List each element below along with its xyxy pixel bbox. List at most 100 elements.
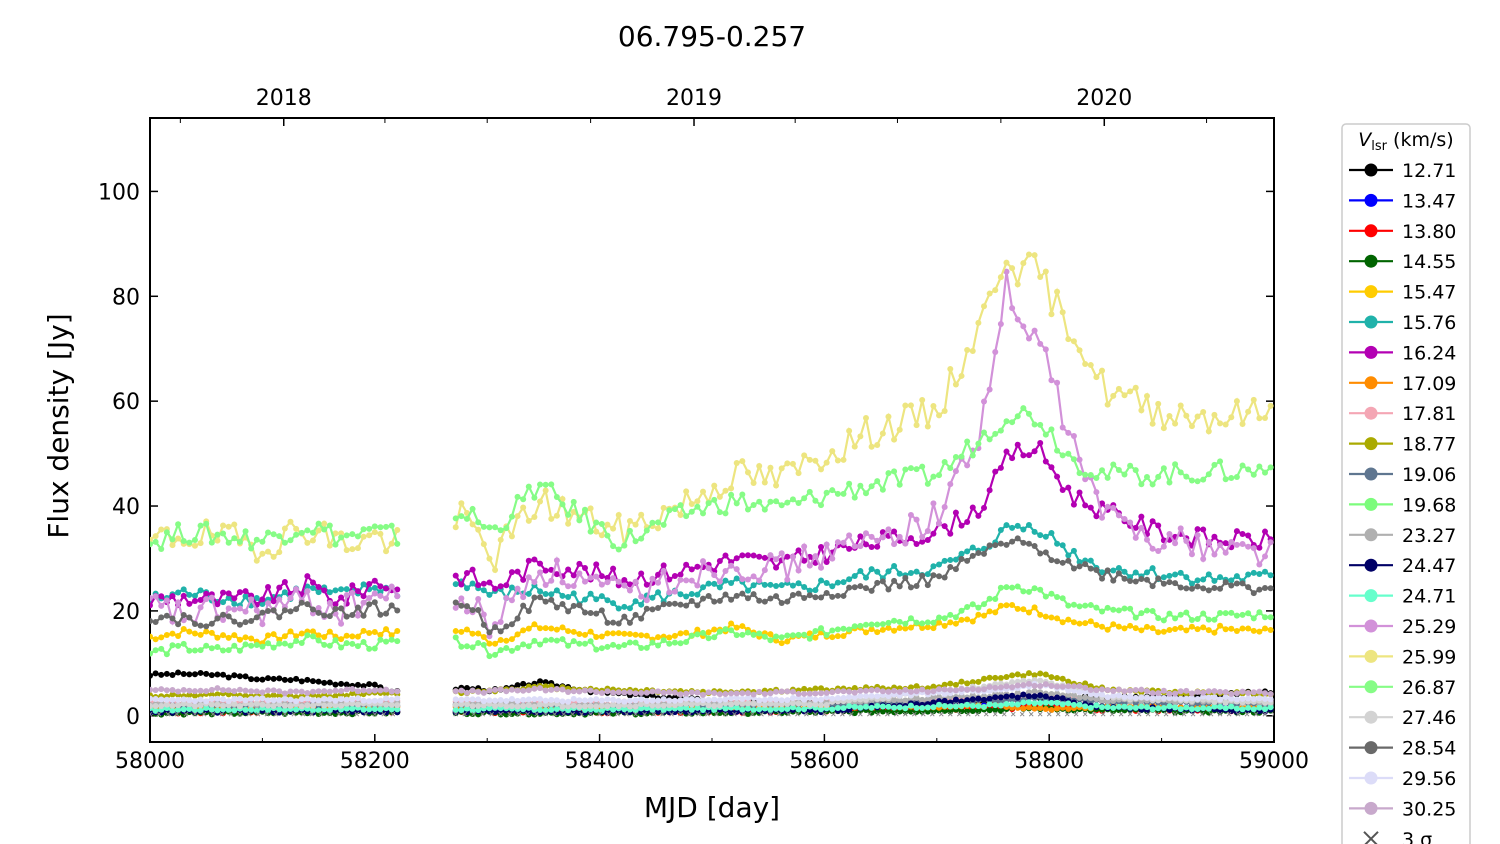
data-point bbox=[1020, 526, 1027, 533]
data-point bbox=[371, 687, 378, 694]
data-point bbox=[722, 568, 729, 575]
data-point bbox=[1070, 565, 1077, 572]
data-point bbox=[660, 521, 667, 528]
data-point bbox=[1217, 585, 1224, 592]
data-point bbox=[203, 520, 210, 527]
data-point bbox=[463, 696, 470, 703]
data-point bbox=[343, 705, 350, 712]
data-point bbox=[186, 628, 193, 635]
data-point bbox=[1256, 628, 1263, 635]
data-point bbox=[486, 640, 493, 647]
data-point bbox=[581, 596, 588, 603]
data-point bbox=[829, 706, 836, 713]
data-point bbox=[981, 703, 988, 710]
data-point bbox=[671, 702, 678, 709]
data-point bbox=[638, 511, 645, 518]
data-point bbox=[694, 498, 701, 505]
data-point bbox=[309, 529, 316, 536]
data-point bbox=[862, 687, 869, 694]
data-point bbox=[801, 706, 808, 713]
data-point bbox=[1054, 615, 1061, 622]
data-point bbox=[801, 583, 808, 590]
data-point bbox=[728, 709, 735, 716]
data-point bbox=[846, 480, 853, 487]
data-point bbox=[1262, 690, 1269, 697]
data-point bbox=[486, 555, 493, 562]
data-point bbox=[1059, 619, 1066, 626]
data-point bbox=[542, 637, 549, 644]
data-point bbox=[677, 502, 684, 509]
data-point bbox=[231, 672, 238, 679]
data-point bbox=[683, 488, 690, 495]
data-point bbox=[377, 631, 384, 638]
data-point bbox=[767, 595, 774, 602]
data-point bbox=[276, 701, 283, 708]
data-point bbox=[1003, 448, 1010, 455]
data-point bbox=[242, 593, 249, 600]
data-point bbox=[1166, 413, 1173, 420]
data-point bbox=[1217, 610, 1224, 617]
data-point bbox=[952, 468, 959, 475]
data-point bbox=[169, 707, 176, 714]
data-point bbox=[1177, 584, 1184, 591]
data-point bbox=[1048, 311, 1055, 318]
data-point bbox=[458, 701, 465, 708]
data-point bbox=[907, 584, 914, 591]
data-point bbox=[1245, 543, 1252, 550]
data-point bbox=[1003, 683, 1010, 690]
data-point bbox=[1166, 479, 1173, 486]
data-point bbox=[253, 707, 260, 714]
data-point bbox=[598, 607, 605, 614]
data-point bbox=[964, 680, 971, 687]
data-point bbox=[1233, 541, 1240, 548]
data-point bbox=[1093, 489, 1100, 496]
data-point bbox=[986, 707, 993, 714]
data-point bbox=[394, 593, 401, 600]
data-point bbox=[259, 621, 266, 628]
data-point bbox=[1070, 691, 1077, 698]
legend-swatch-marker bbox=[1364, 771, 1378, 785]
noise-marker bbox=[1190, 711, 1196, 717]
data-point bbox=[818, 701, 825, 708]
data-point bbox=[885, 624, 892, 631]
data-point bbox=[1233, 705, 1240, 712]
data-point bbox=[930, 619, 937, 626]
data-point bbox=[304, 583, 311, 590]
data-point bbox=[981, 303, 988, 310]
noise-marker bbox=[1154, 711, 1160, 717]
data-point bbox=[394, 638, 401, 645]
data-point bbox=[197, 707, 204, 714]
data-point bbox=[304, 702, 311, 709]
data-point bbox=[354, 643, 361, 650]
data-point bbox=[1093, 696, 1100, 703]
data-point bbox=[150, 633, 153, 640]
noise-marker bbox=[246, 711, 252, 717]
data-point bbox=[711, 572, 718, 579]
data-point bbox=[924, 688, 931, 695]
x-axis-label: MJD [day] bbox=[644, 791, 780, 824]
data-point bbox=[383, 638, 390, 645]
data-point bbox=[846, 688, 853, 695]
data-point bbox=[784, 499, 791, 506]
data-point bbox=[728, 695, 735, 702]
data-point bbox=[801, 452, 808, 459]
data-point bbox=[885, 703, 892, 710]
data-point bbox=[469, 630, 476, 637]
data-point bbox=[163, 670, 170, 677]
data-point bbox=[626, 631, 633, 638]
data-point bbox=[1132, 569, 1139, 576]
data-point bbox=[941, 504, 948, 511]
data-point bbox=[722, 690, 729, 697]
data-point bbox=[186, 691, 193, 698]
data-point bbox=[1110, 688, 1117, 695]
data-point bbox=[293, 633, 300, 640]
data-point bbox=[452, 707, 459, 714]
data-point bbox=[203, 596, 210, 603]
data-point bbox=[553, 705, 560, 712]
data-point bbox=[1172, 615, 1179, 622]
data-point bbox=[879, 534, 886, 541]
data-point bbox=[879, 688, 886, 695]
data-point bbox=[452, 572, 459, 579]
data-point bbox=[857, 433, 864, 440]
data-point bbox=[553, 604, 560, 611]
